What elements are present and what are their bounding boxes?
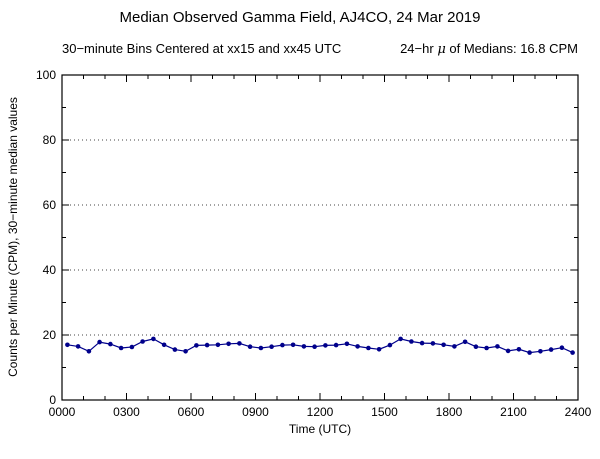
data-point	[65, 342, 70, 348]
x-tick-label: 0900	[242, 405, 269, 419]
subtitle-mean-prefix: 24−hr	[400, 41, 438, 56]
x-tick-label: 1200	[307, 405, 334, 419]
data-point	[430, 341, 436, 346]
x-tick-label: 2100	[500, 405, 527, 419]
data-point	[118, 345, 124, 351]
data-point	[495, 344, 500, 349]
x-tick-label: 0000	[49, 405, 76, 419]
data-point	[108, 341, 113, 347]
data-point	[473, 344, 479, 350]
data-point	[419, 340, 425, 346]
data-point	[280, 342, 285, 348]
data-point	[194, 343, 199, 348]
data-point	[247, 344, 253, 350]
y-axis-label: Counts per Minute (CPM), 30−minute media…	[6, 97, 20, 377]
data-point	[484, 345, 489, 351]
data-point	[75, 344, 81, 349]
data-point	[258, 345, 264, 351]
data-point	[172, 347, 178, 352]
y-tick-label: 60	[43, 198, 57, 212]
y-tick-label: 100	[36, 68, 56, 82]
data-point	[161, 342, 167, 348]
chart-subtitle: 30−minute Bins Centered at xx15 and xx45…	[62, 41, 578, 57]
data-point	[140, 339, 145, 344]
data-point	[226, 341, 231, 347]
data-point	[570, 350, 575, 355]
y-tick-label: 20	[43, 328, 57, 342]
y-tick-label: 80	[43, 133, 57, 147]
subtitle-mean-suffix: of Medians: 16.8 CPM	[445, 41, 578, 56]
data-point	[333, 342, 339, 348]
data-point	[204, 342, 210, 348]
data-point	[215, 342, 221, 348]
data-point	[538, 349, 543, 354]
data-point	[441, 342, 446, 348]
chart-title: Median Observed Gamma Field, AJ4CO, 24 M…	[119, 9, 481, 26]
data-point	[269, 344, 274, 350]
data-point	[183, 349, 188, 354]
data-point	[548, 347, 554, 352]
x-tick-label: 2400	[565, 405, 592, 419]
data-point	[97, 339, 102, 345]
data-point	[398, 336, 403, 342]
data-point	[323, 343, 328, 348]
data-point	[387, 342, 393, 348]
data-point	[559, 345, 565, 351]
data-point	[312, 344, 317, 350]
plot-border	[61, 74, 579, 401]
data-point	[290, 342, 296, 348]
data-point	[129, 344, 135, 350]
mu-symbol: μ	[437, 42, 446, 57]
data-point	[516, 347, 522, 352]
x-tick-label: 1800	[436, 405, 463, 419]
data-point	[366, 345, 371, 351]
data-point	[86, 349, 92, 354]
subtitle-bins: 30−minute Bins Centered at xx15 and xx45…	[62, 41, 342, 56]
data-point	[237, 341, 242, 346]
data-point	[344, 341, 350, 347]
data-point	[301, 344, 307, 349]
x-tick-label: 1500	[371, 405, 398, 419]
x-tick-label: 0300	[113, 405, 140, 419]
data-point	[462, 339, 468, 345]
data-point	[151, 336, 156, 342]
x-tick-label: 0600	[178, 405, 205, 419]
data-point	[452, 344, 457, 349]
data-point	[505, 348, 511, 354]
subtitle-mean: 24−hr μ of Medians: 16.8 CPM	[400, 41, 578, 57]
y-tick-label: 40	[43, 263, 57, 277]
data-point	[376, 347, 382, 352]
data-point	[527, 350, 532, 355]
data-point	[355, 344, 360, 349]
y-tick-label: 0	[49, 393, 56, 407]
data-point	[409, 339, 414, 344]
x-axis-label: Time (UTC)	[289, 422, 351, 436]
